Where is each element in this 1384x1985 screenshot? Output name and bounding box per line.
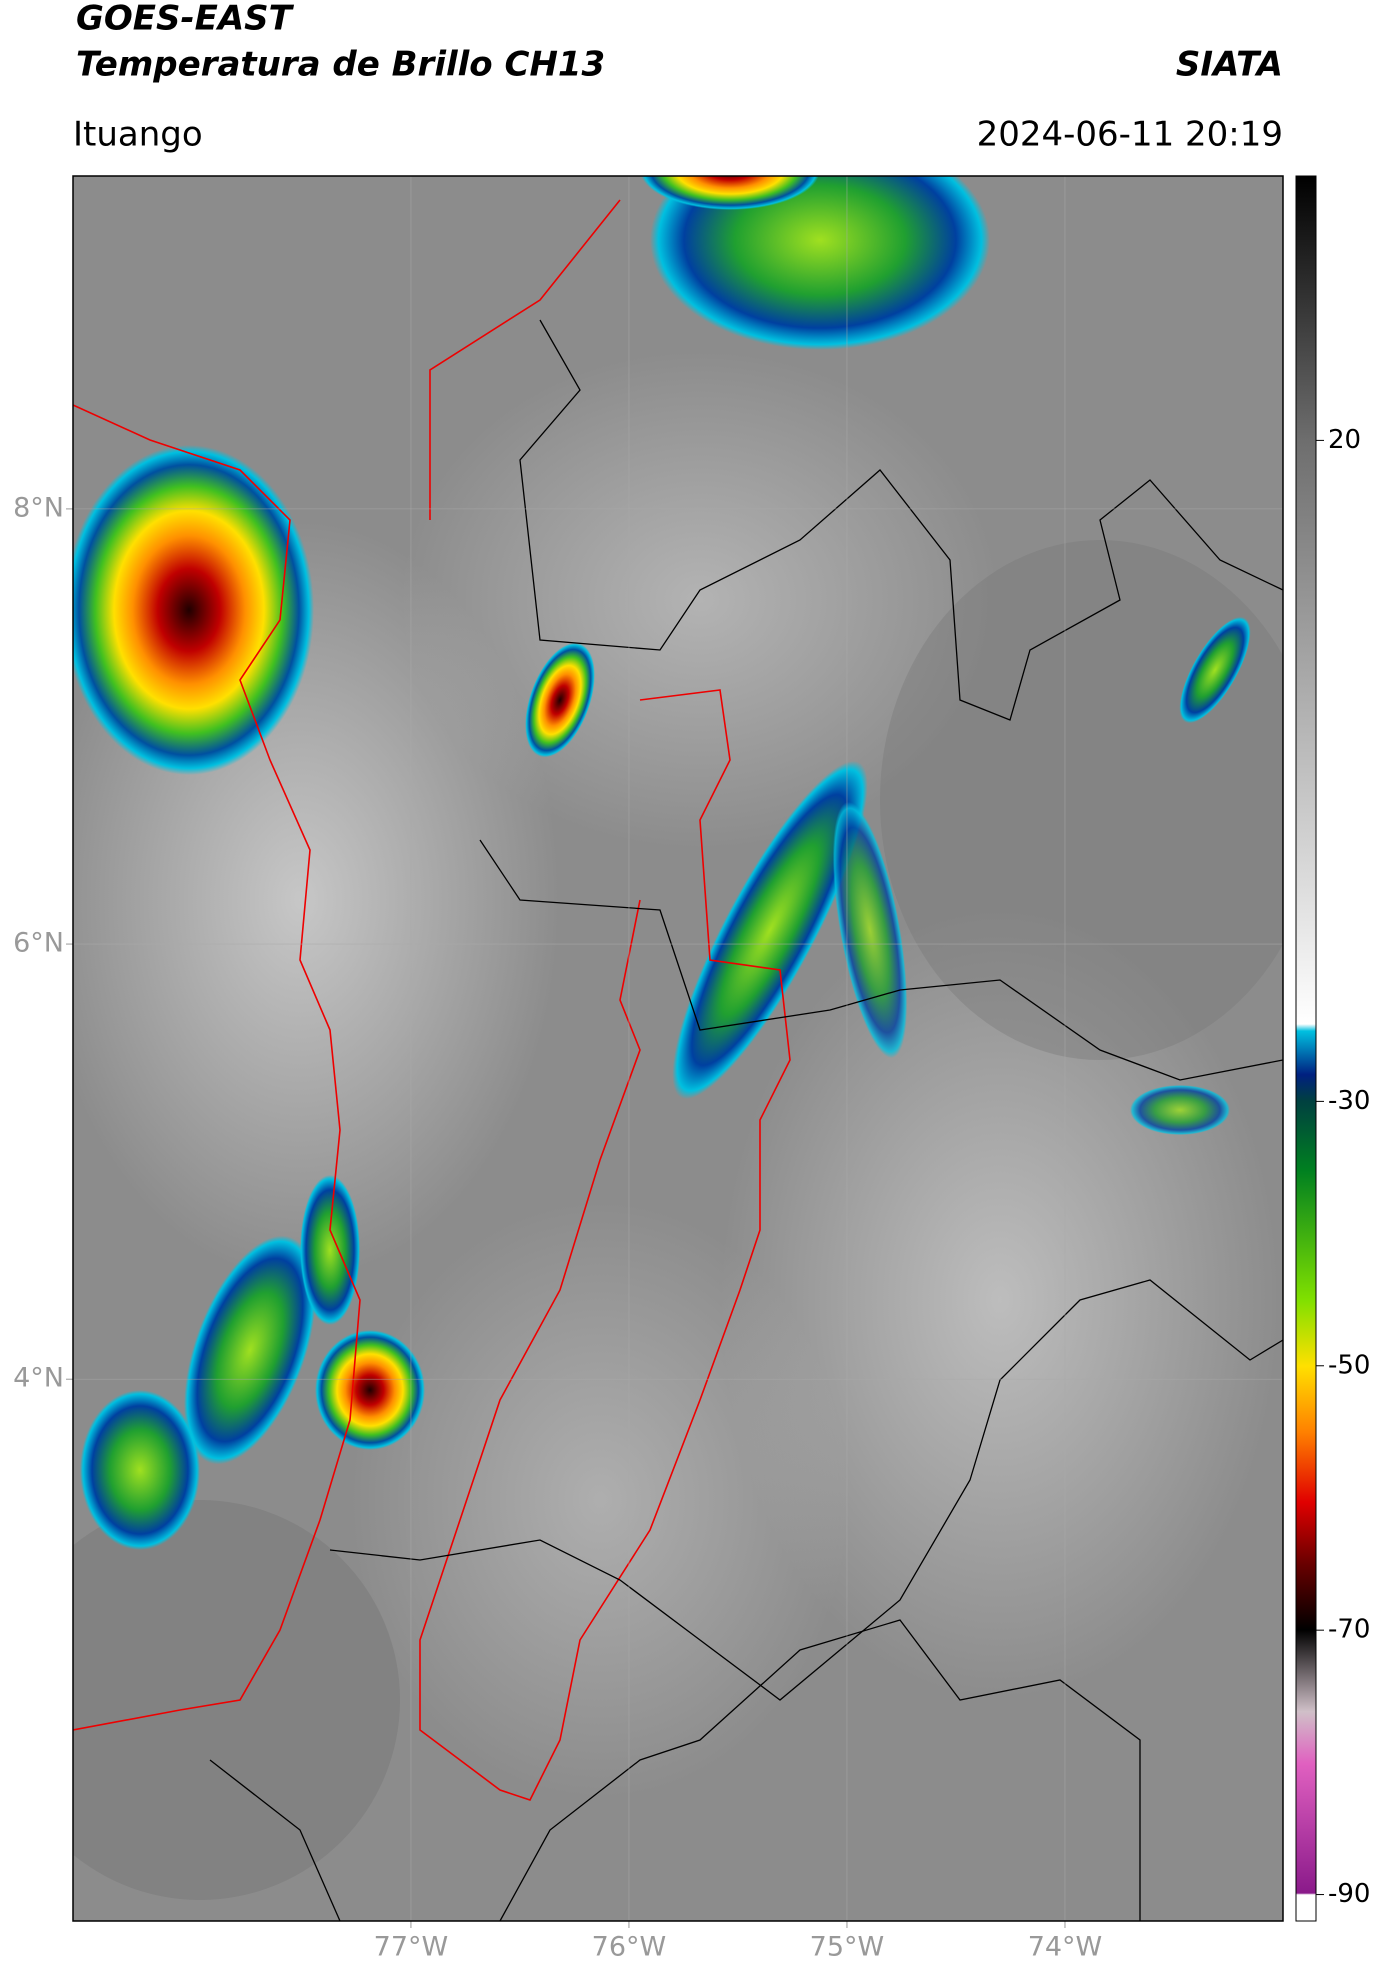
title: GOES-EAST bbox=[76, 0, 295, 39]
colorbar-tick-label: -90 bbox=[1328, 1879, 1370, 1909]
datetime: 2024-06-11 20:19 bbox=[977, 115, 1283, 155]
lon-tick-label: 74°W bbox=[1028, 1932, 1103, 1963]
location: Ituango bbox=[73, 115, 203, 155]
source: SIATA bbox=[1176, 45, 1283, 85]
colorbar-tick-label: 20 bbox=[1328, 425, 1361, 455]
lon-tick-label: 77°W bbox=[374, 1932, 449, 1963]
colorbar bbox=[1295, 175, 1317, 1922]
lon-tick-label: 75°W bbox=[810, 1932, 885, 1963]
lon-tick-label: 76°W bbox=[592, 1932, 667, 1963]
lat-tick-label: 6°N bbox=[13, 928, 64, 959]
colorbar-tick-label: -70 bbox=[1328, 1615, 1370, 1645]
map-image bbox=[73, 176, 1283, 1921]
lat-tick-label: 4°N bbox=[13, 1363, 64, 1394]
subtitle: Temperatura de Brillo CH13 bbox=[76, 45, 605, 85]
lat-tick-label: 8°N bbox=[13, 492, 64, 523]
colorbar-tick-label: -50 bbox=[1328, 1350, 1370, 1380]
map-frame bbox=[72, 175, 1284, 1922]
colorbar-tick-label: -30 bbox=[1328, 1086, 1370, 1116]
